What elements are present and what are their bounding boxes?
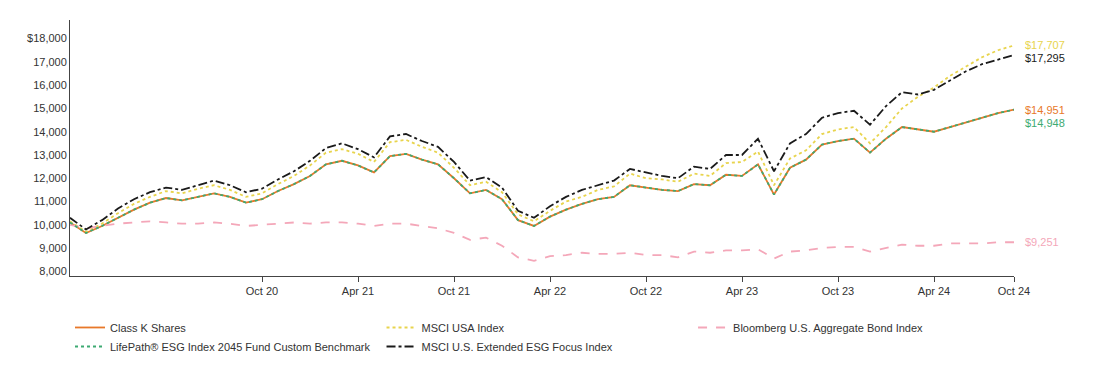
svg-text:Apr 24: Apr 24 [918,285,950,297]
svg-text:$18,000: $18,000 [27,32,67,44]
svg-text:16,000: 16,000 [33,79,67,91]
svg-text:Oct 23: Oct 23 [822,285,854,297]
svg-text:Apr 22: Apr 22 [534,285,566,297]
svg-text:13,000: 13,000 [33,149,67,161]
svg-text:$9,251: $9,251 [1025,236,1059,248]
svg-text:$14,948: $14,948 [1025,117,1065,129]
svg-text:14,000: 14,000 [33,126,67,138]
svg-text:$17,295: $17,295 [1025,52,1065,64]
svg-text:12,000: 12,000 [33,172,67,184]
svg-text:Apr 21: Apr 21 [342,285,374,297]
svg-text:15,000: 15,000 [33,102,67,114]
svg-text:8,000: 8,000 [39,265,67,277]
svg-text:LifePath® ESG Index 2045 Fund: LifePath® ESG Index 2045 Fund Custom Ben… [110,341,371,353]
svg-text:Oct 22: Oct 22 [630,285,662,297]
svg-text:Apr 23: Apr 23 [726,285,758,297]
svg-text:Bloomberg U.S. Aggregate Bond: Bloomberg U.S. Aggregate Bond Index [733,322,923,334]
svg-text:MSCI USA Index: MSCI USA Index [422,322,505,334]
svg-text:Class K Shares: Class K Shares [110,322,186,334]
svg-text:$14,951: $14,951 [1025,104,1065,116]
svg-text:$17,707: $17,707 [1025,39,1065,51]
svg-text:MSCI U.S. Extended ESG Focus I: MSCI U.S. Extended ESG Focus Index [422,341,613,353]
svg-text:17,000: 17,000 [33,56,67,68]
svg-text:10,000: 10,000 [33,219,67,231]
svg-text:11,000: 11,000 [34,195,67,207]
svg-text:Oct 24: Oct 24 [998,285,1030,297]
svg-text:Oct 21: Oct 21 [438,285,470,297]
svg-text:9,000: 9,000 [39,242,67,254]
svg-text:Oct 20: Oct 20 [246,285,278,297]
